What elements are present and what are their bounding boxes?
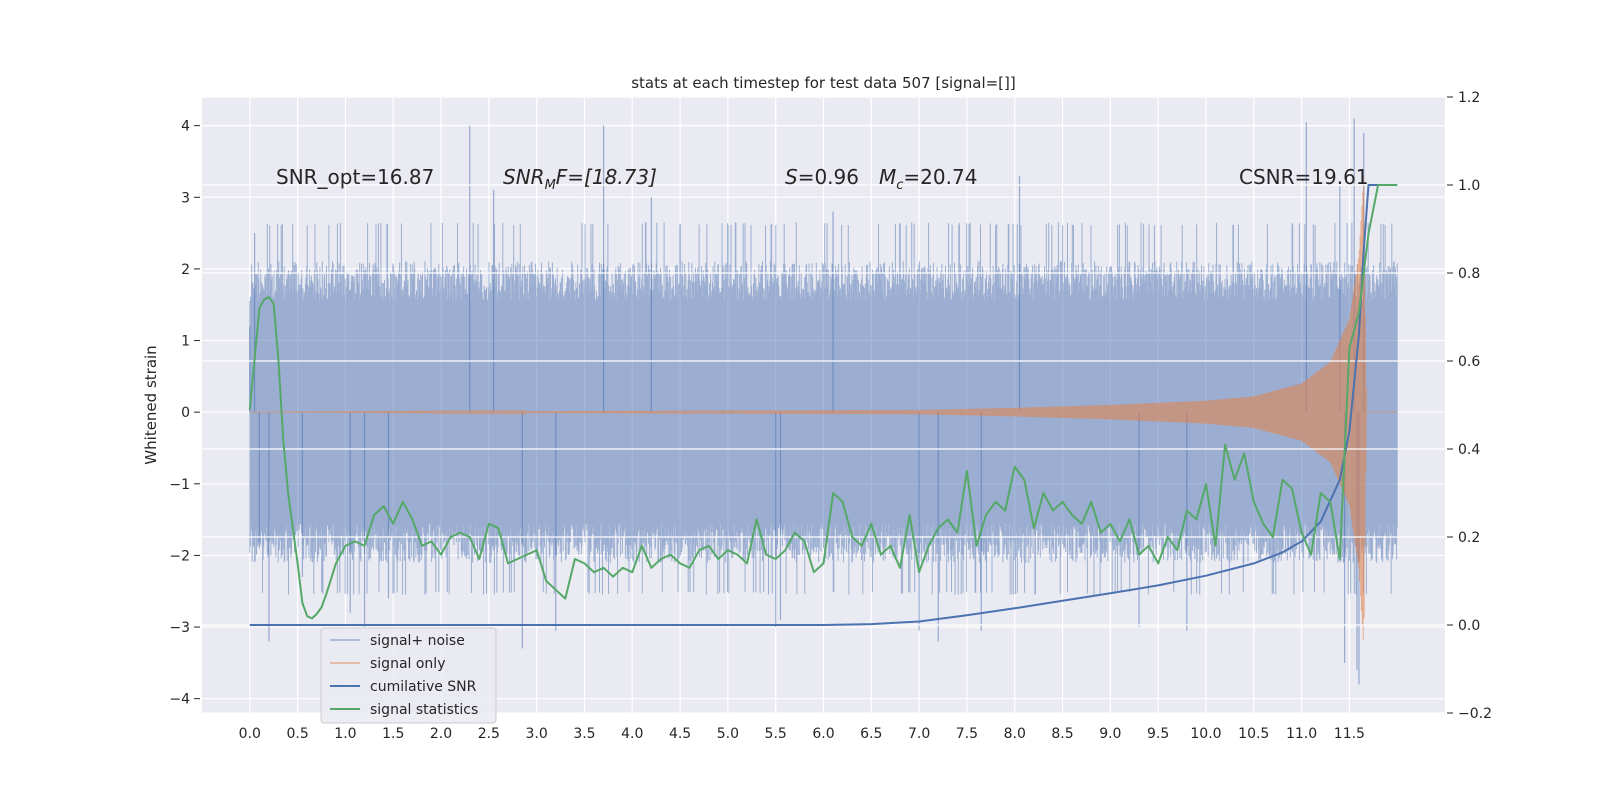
y-tick-label: −1: [169, 477, 190, 493]
annotations: SNR_opt=16.87 SNRMF=[18.73] S=0.96 Mc=20…: [276, 165, 1369, 193]
annotation-mc-symbol: M: [879, 165, 896, 189]
y-tick-label: 0: [181, 405, 190, 421]
y2-tick-label: 0.0: [1458, 618, 1480, 634]
x-tick-label: 5.0: [717, 726, 739, 742]
signal-only-line: [249, 176, 1398, 641]
annotation-snr-mf-rest: F=[18.73]: [556, 165, 657, 189]
y-tick-label: −3: [169, 620, 190, 636]
y2-tick-label: 0.8: [1458, 266, 1480, 282]
x-tick-label: 10.5: [1238, 726, 1269, 742]
x-tick-label: 0.0: [239, 726, 261, 742]
legend-label-signal-statistics: signal statistics: [370, 702, 478, 718]
x-tick-label: 5.5: [765, 726, 787, 742]
y2-tick-label: 1.0: [1458, 178, 1480, 194]
y-tick-label: 4: [181, 119, 190, 135]
x-tick-label: 8.5: [1051, 726, 1073, 742]
x-tick-label: 6.0: [812, 726, 834, 742]
legend-box: [320, 627, 497, 724]
x-tick-label: 2.0: [430, 726, 452, 742]
x-tick-label: 8.0: [1004, 726, 1026, 742]
right-axis-series: [248, 184, 1398, 626]
x-tick-label: 10.0: [1190, 726, 1221, 742]
y-tick-label: 3: [181, 190, 190, 206]
annotation-mc-subscript: c: [896, 178, 903, 193]
x-tick-label: 9.0: [1099, 726, 1121, 742]
tick-labels: 0.0 0.5 1.0 1.5 2.0 2.5 3.0 3.5 4.0 4.5 5.0 5.5 6.0 6…: [169, 90, 1492, 742]
x-tick-label: 11.5: [1334, 726, 1365, 742]
y2-tick-label: 0.2: [1458, 530, 1480, 546]
y2-tick-label: −0.2: [1458, 706, 1492, 722]
annotation-csnr: CSNR=19.61: [1239, 165, 1369, 189]
y-axis-label: Whitened strain: [142, 345, 160, 464]
legend-label-signal-only: signal only: [370, 656, 445, 672]
y-tick-label: 2: [181, 262, 190, 278]
chart-title: stats at each timestep for test data 507…: [631, 74, 1016, 92]
legend-label-signal-noise: signal+ noise: [370, 633, 465, 649]
y2-tick-label: 1.2: [1458, 90, 1480, 106]
legend-label-cumulative-snr: cumilative SNR: [370, 679, 477, 695]
signal-statistics-line: [248, 184, 1398, 620]
x-tick-label: 1.5: [382, 726, 404, 742]
x-tick-label: 6.5: [860, 726, 882, 742]
x-tick-label: 4.0: [621, 726, 643, 742]
annotation-snr-opt: SNR_opt=16.87: [276, 165, 434, 189]
annotation-chirp-mass: Mc=20.74: [879, 165, 977, 193]
y2-tick-label: 0.4: [1458, 442, 1480, 458]
annotation-snr-mf: SNRMF=[18.73]: [503, 165, 657, 193]
cumulative-snr-line: [249, 184, 1398, 626]
annotation-s-symbol: S: [785, 165, 798, 189]
y-tick-label: −2: [169, 548, 190, 564]
x-tick-label: 11.0: [1286, 726, 1317, 742]
legend: signal+ noise signal only cumilative SNR…: [320, 627, 497, 724]
x-tick-label: 9.5: [1147, 726, 1169, 742]
annotation-snr-mf-symbol: SNR: [503, 165, 545, 189]
annotation-s-value: =0.96: [798, 165, 859, 189]
x-tick-label: 4.5: [669, 726, 691, 742]
annotation-snr-mf-subscript: M: [545, 178, 556, 193]
y-tick-label: −4: [169, 692, 190, 708]
x-tick-label: 2.5: [478, 726, 500, 742]
x-tick-label: 3.0: [526, 726, 548, 742]
y-tick-label: 1: [181, 334, 190, 350]
signal-only-series: [249, 176, 1398, 641]
annotation-overlap: S=0.96: [785, 165, 859, 189]
x-tick-label: 3.5: [573, 726, 595, 742]
x-tick-label: 7.0: [908, 726, 930, 742]
y2-tick-label: 0.6: [1458, 354, 1480, 370]
x-tick-label: 0.5: [286, 726, 308, 742]
x-tick-label: 7.5: [956, 726, 978, 742]
annotation-mc-value: =20.74: [903, 165, 977, 189]
x-tick-label: 1.0: [334, 726, 356, 742]
